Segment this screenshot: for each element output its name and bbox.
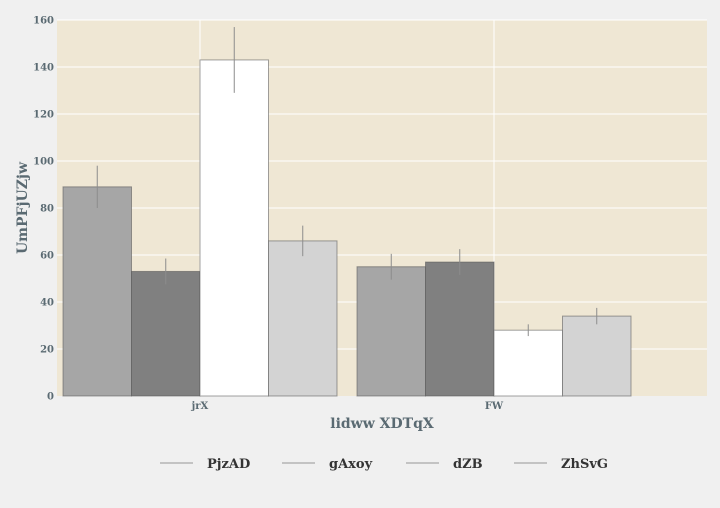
legend-label: dZB [453,457,483,472]
bar [268,240,338,397]
bars [62,59,632,397]
x-tick-labels: jrX FW [191,401,504,412]
y-tick-label: 40 [40,298,54,309]
y-tick-label: 20 [40,345,54,356]
y-tick-label: 160 [33,16,54,27]
bar [131,270,201,397]
y-axis-title: UmPFjUZjw [15,161,31,254]
y-tick-label: 140 [33,63,54,74]
y-tick-labels: 0 20 40 60 80 100 120 140 160 [33,16,54,403]
x-axis-title: lidww XDTqX [330,416,434,432]
error-bars [96,27,598,337]
bar [62,186,132,397]
legend: PjzAD gAxoy dZB ZhSvG [160,457,608,472]
y-tick-label: 0 [47,392,54,403]
bar [562,315,632,397]
y-tick-label: 120 [33,110,54,121]
x-tick-label: FW [485,401,504,412]
bar [356,266,426,397]
y-tick-label: 80 [40,204,54,215]
legend-label: PjzAD [207,457,250,472]
legend-label: ZhSvG [561,457,608,472]
y-tick-label: 100 [33,157,54,168]
bar [493,329,563,397]
bar [425,261,495,397]
x-tick-label: jrX [191,401,209,412]
legend-label: gAxoy [329,457,373,472]
bar [199,59,269,397]
y-tick-label: 60 [40,251,54,262]
